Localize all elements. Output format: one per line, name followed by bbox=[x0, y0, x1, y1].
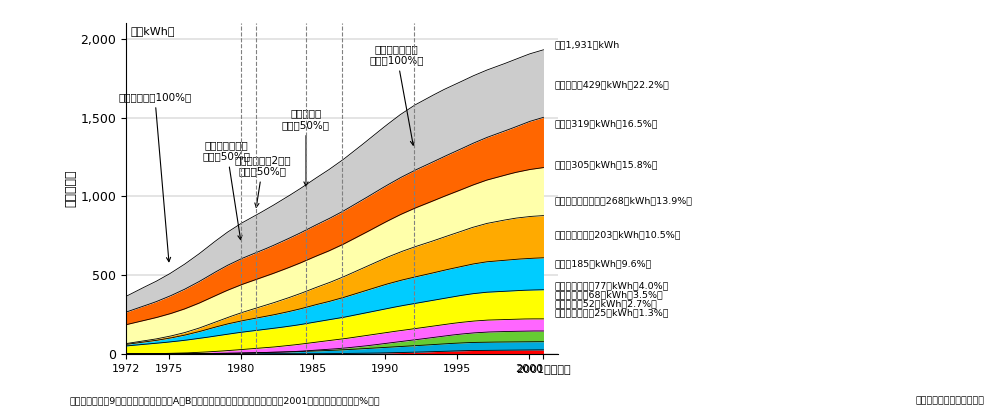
Text: テレビ185億kWh（9.6%）: テレビ185億kWh（9.6%） bbox=[555, 260, 652, 269]
Text: 合計1,931億kWh: 合計1,931億kWh bbox=[555, 41, 620, 50]
Text: 食器洗浄乾燥機25億kWh（1.3%）: 食器洗浄乾燥機25億kWh（1.3%） bbox=[555, 308, 670, 317]
Y-axis label: 使用電力量: 使用電力量 bbox=[65, 170, 78, 207]
Text: （億kWh）: （億kWh） bbox=[130, 25, 175, 36]
Text: 温水洗浄便座68億kWh（3.5%）: 温水洗浄便座68億kWh（3.5%） bbox=[555, 290, 664, 299]
Text: 照明用305億kWh（15.8%）: 照明用305億kWh（15.8%） bbox=[555, 160, 658, 169]
Text: 電気カーペット77億kWh（4.0%）: 電気カーペット77億kWh（4.0%） bbox=[555, 282, 669, 291]
Text: 冷蔵庫319億kWh（16.5%）: 冷蔵庫319億kWh（16.5%） bbox=[555, 119, 658, 128]
Text: ルームクーラー
普及率50%超: ルームクーラー 普及率50%超 bbox=[203, 140, 250, 240]
Text: 電子レンジ
普及率50%超: 電子レンジ 普及率50%超 bbox=[282, 108, 330, 186]
Text: 冷暖房兼用エアコン268億kWh（13.9%）: 冷暖房兼用エアコン268億kWh（13.9%） bbox=[555, 197, 693, 206]
Text: カラーテレビ2台目
普及率50%超: カラーテレビ2台目 普及率50%超 bbox=[235, 155, 291, 207]
Text: 衣類乾燥機52億kWh（2.7%）: 衣類乾燥機52億kWh（2.7%） bbox=[555, 299, 658, 308]
Text: 冷蔵庫普及率100%超: 冷蔵庫普及率100%超 bbox=[118, 92, 192, 262]
Text: 注）電力量は、9電力会社の従量電灯（A・B）について記載。（　）内の数値は2001年度の推定構成比（%）。: 注）電力量は、9電力会社の従量電灯（A・B）について記載。（ ）内の数値は200… bbox=[70, 396, 381, 405]
Text: ルームクーラー
普及率100%超: ルームクーラー 普及率100%超 bbox=[370, 44, 423, 145]
Text: その他機器429億kWh（22.2%）: その他機器429億kWh（22.2%） bbox=[555, 80, 670, 89]
Text: ルームクーラー203億kWh（10.5%）: ルームクーラー203億kWh（10.5%） bbox=[555, 230, 682, 239]
Text: 出所：「電力需給の概要」: 出所：「電力需給の概要」 bbox=[915, 396, 984, 405]
